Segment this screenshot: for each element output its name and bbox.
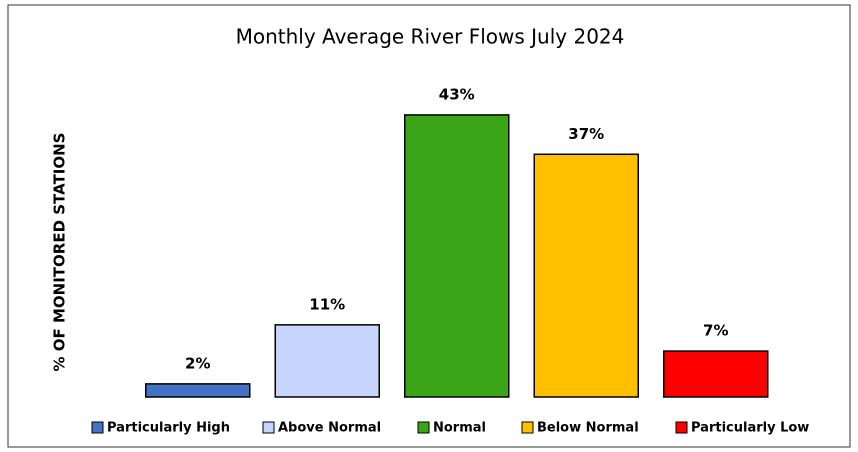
legend-label: Below Normal xyxy=(537,421,639,436)
bar xyxy=(274,324,380,398)
bar xyxy=(533,153,639,398)
value-label: 11% xyxy=(309,295,345,313)
legend-label: Above Normal xyxy=(278,421,381,436)
value-label: 7% xyxy=(703,322,728,340)
chart-title: Monthly Average River Flows July 2024 xyxy=(236,25,625,49)
legend-label: Particularly Low xyxy=(691,421,809,436)
y-axis-label: % OF MONITORED STATIONS xyxy=(51,133,69,372)
legend-swatch xyxy=(675,421,688,434)
bar xyxy=(145,383,251,398)
legend-swatch xyxy=(262,421,275,434)
value-label: 43% xyxy=(439,85,475,103)
value-label: 2% xyxy=(185,354,210,372)
legend-swatch xyxy=(417,421,430,434)
legend-swatch xyxy=(521,421,534,434)
legend-label: Normal xyxy=(433,421,486,436)
bar xyxy=(404,114,510,398)
legend-label: Particularly High xyxy=(107,421,230,436)
bar xyxy=(663,350,769,398)
value-label: 37% xyxy=(568,125,604,143)
legend-swatch xyxy=(91,421,104,434)
